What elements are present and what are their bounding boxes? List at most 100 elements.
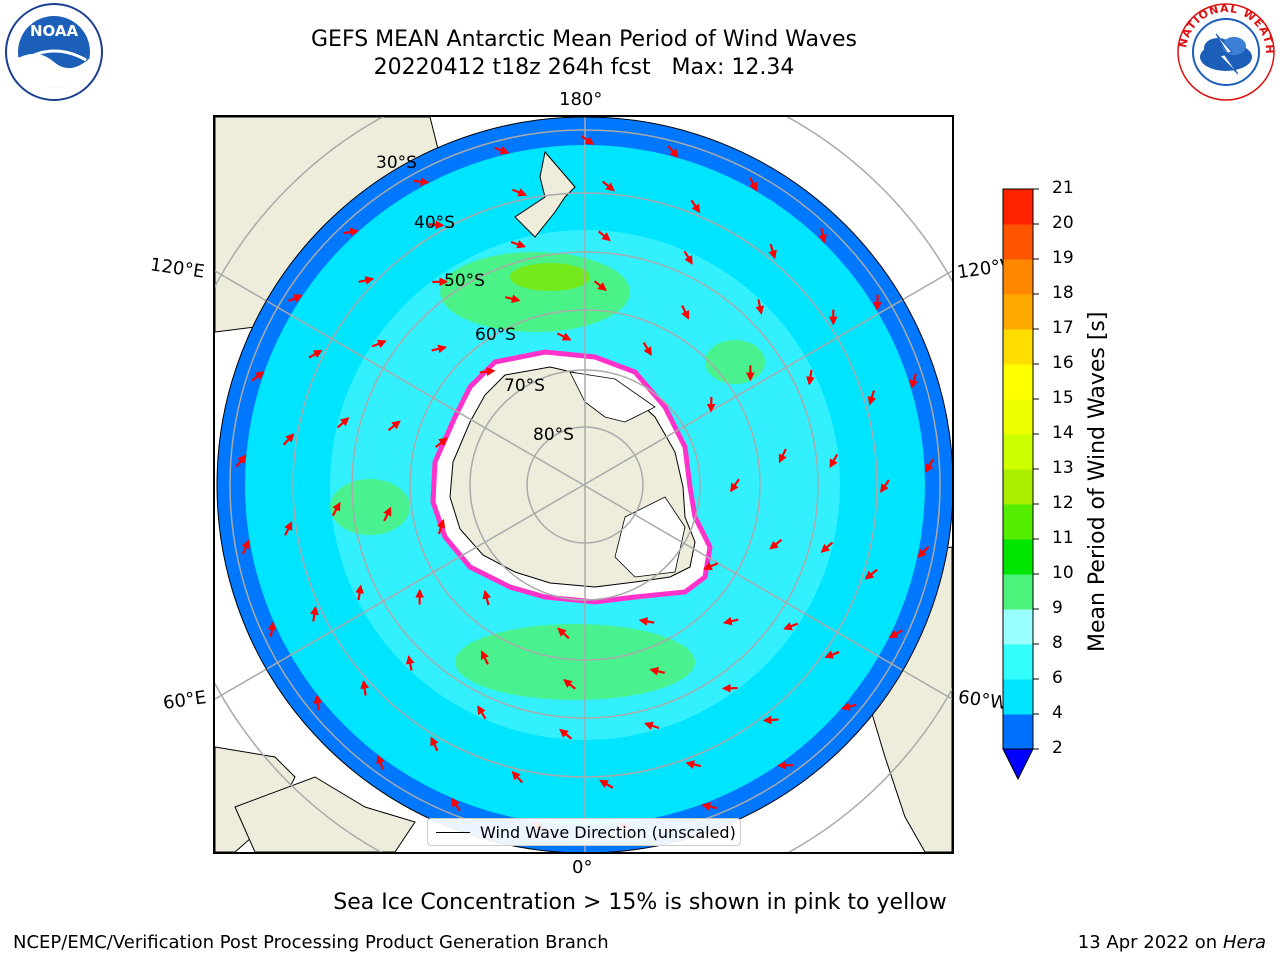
- wind-wave-arrow: [601, 180, 615, 192]
- colorbar-segment: [1003, 714, 1033, 750]
- colorbar-segment: [1003, 539, 1033, 575]
- wind-wave-arrow: [282, 433, 295, 446]
- wind-wave-arrow: [371, 339, 387, 348]
- chart-subtitle-forecast: 20220412 t18z 264h fcst Max: 12.34: [373, 55, 795, 80]
- wind-wave-arrow: [748, 176, 758, 192]
- wind-wave-arrow: [783, 622, 799, 631]
- wind-wave-arrow: [649, 666, 665, 676]
- wind-wave-arrow: [685, 760, 701, 769]
- wind-wave-arrow: [806, 369, 815, 386]
- colorbar-tick-label: 13: [1052, 458, 1074, 478]
- wind-wave-arrow: [722, 616, 739, 626]
- wind-wave-arrow: [482, 589, 492, 606]
- long-period-patch: [510, 263, 590, 291]
- wind-wave-arrow: [818, 227, 828, 244]
- meridian-label-120e: 120°E: [148, 254, 206, 283]
- colorbar-segment: [1003, 504, 1033, 540]
- wind-wave-arrow: [755, 299, 765, 315]
- national-weather-service-logo: NATIONAL WEATHER SERVICE: [1171, 0, 1276, 102]
- colorbar-label: Mean Period of Wind Waves [s]: [1085, 311, 1110, 652]
- wind-wave-arrow: [510, 240, 526, 249]
- wind-wave-arrow: [841, 702, 857, 711]
- wind-wave-arrow: [703, 562, 719, 571]
- wind-wave-arrow: [387, 420, 401, 432]
- colorbar-graphic: [1002, 188, 1039, 781]
- noaa-logo-text: NOAA: [30, 22, 79, 40]
- wind-wave-arrow: [909, 373, 918, 389]
- footer-organization: NCEP/EMC/Verification Post Processing Pr…: [13, 932, 609, 953]
- colorbar-tick-label: 4: [1052, 703, 1063, 723]
- wind-wave-arrow: [644, 721, 660, 730]
- long-period-patch: [705, 340, 765, 384]
- wind-wave-arrow: [559, 728, 573, 740]
- latitude-label-80s: 80°S: [533, 425, 574, 445]
- colorbar-segment: [1003, 364, 1033, 400]
- wind-wave-arrow: [405, 655, 415, 671]
- wind-wave-arrow: [310, 605, 319, 622]
- colorbar-segment: [1003, 644, 1033, 680]
- wind-wave-arrow: [355, 584, 364, 601]
- wind-wave-arrow: [593, 280, 607, 292]
- map-plot-area: [213, 115, 954, 854]
- colorbar: [998, 183, 1048, 787]
- latitude-label-60s: 60°S: [475, 325, 516, 345]
- colorbar-segment: [1003, 189, 1033, 225]
- wind-wave-arrow: [358, 276, 375, 285]
- wind-wave-arrow: [873, 294, 882, 311]
- wind-wave-arrow: [430, 736, 439, 752]
- wind-wave-arrow: [505, 294, 521, 304]
- wind-wave-arrow: [383, 506, 392, 522]
- footer-machine: Hera: [1222, 932, 1266, 953]
- wind-wave-arrow: [681, 305, 690, 320]
- wind-wave-arrow: [917, 546, 930, 558]
- wind-wave-arrow: [477, 705, 487, 720]
- wind-wave-arrow: [888, 629, 903, 639]
- wind-wave-arrow: [867, 390, 877, 406]
- wind-wave-arrow: [512, 188, 528, 197]
- weddell-ice-shelf: [614, 496, 686, 578]
- colorbar-segment: [1003, 434, 1033, 470]
- latitude-label-40s: 40°S: [414, 213, 455, 233]
- colorbar-tick-label: 18: [1052, 283, 1074, 303]
- wind-wave-arrow: [360, 679, 369, 696]
- legend-label: Wind Wave Direction (unscaled): [480, 822, 736, 842]
- chart-title: GEFS MEAN Antarctic Mean Period of Wind …: [311, 27, 857, 52]
- wind-wave-arrow: [451, 797, 461, 812]
- long-period-patch: [330, 479, 410, 535]
- sea-ice-note: Sea Ice Concentration > 15% is shown in …: [333, 890, 947, 915]
- wind-wave-arrow: [376, 754, 385, 770]
- wind-wave-arrow: [599, 779, 614, 789]
- wind-wave-arrow: [768, 243, 777, 260]
- wind-wave-arrow: [436, 518, 446, 535]
- wind-wave-arrow: [331, 501, 341, 517]
- colorbar-tick-label: 16: [1052, 353, 1074, 373]
- wind-wave-arrow: [336, 417, 350, 429]
- colorbar-segment: [1003, 294, 1033, 330]
- wind-wave-arrow: [778, 448, 787, 464]
- colorbar-segment: [1003, 679, 1033, 715]
- new-zealand-landmass: [514, 150, 576, 238]
- wind-wave-arrow: [235, 454, 247, 468]
- colorbar-tick-label: 8: [1052, 633, 1063, 653]
- long-period-patch: [440, 252, 630, 332]
- wind-wave-arrow: [343, 227, 360, 237]
- colorbar-segment: [1003, 399, 1033, 435]
- footer-date-text: 13 Apr 2022 on: [1077, 932, 1223, 953]
- noaa-logo: NOAA: [4, 2, 104, 102]
- wind-wave-arrow: [690, 199, 701, 214]
- colorbar-tick-label: 2: [1052, 738, 1063, 758]
- wind-wave-arrow: [824, 650, 840, 659]
- wind-wave-arrow: [597, 230, 611, 242]
- polar-map: [215, 117, 952, 852]
- wind-wave-arrow: [267, 621, 277, 638]
- wind-wave-arrow: [480, 650, 489, 665]
- colorbar-segment: [1003, 259, 1033, 295]
- wind-wave-arrow: [428, 220, 445, 230]
- colorbar-segment: [1003, 469, 1033, 505]
- wind-wave-arrow: [287, 294, 303, 303]
- wind-wave-arrow: [251, 371, 265, 382]
- wind-wave-arrow: [313, 694, 323, 711]
- footer-date: 13 Apr 2022 on Hera: [1078, 932, 1266, 953]
- meridian-label-0: 0°: [572, 857, 593, 878]
- meridian-label-60e: 60°E: [161, 687, 208, 714]
